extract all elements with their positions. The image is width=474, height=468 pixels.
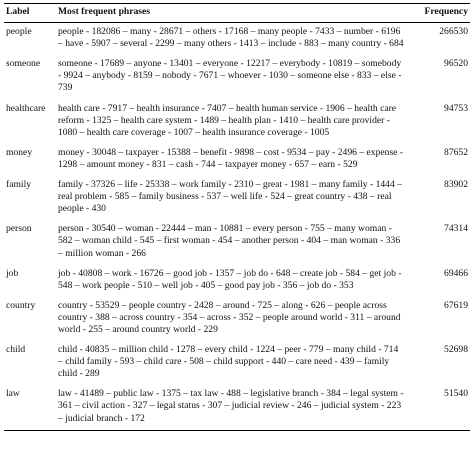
- table-row: healthcare health care - 7917 – health i…: [4, 100, 470, 144]
- row-label: family: [6, 179, 32, 191]
- row-phrases: child - 40835 – million child - 1278 – e…: [58, 344, 399, 380]
- row-phrases: job - 40808 – work - 16726 – good job - …: [58, 267, 402, 291]
- table-row: people people - 182086 – many - 28671 – …: [4, 23, 470, 56]
- row-phrases: family - 37326 – life - 25338 – work fam…: [58, 179, 402, 215]
- row-frequency: 266530: [439, 26, 468, 38]
- table-header-row: Label Most frequent phrases Frequency: [4, 3, 470, 23]
- table-row: child child - 40835 – million child - 12…: [4, 341, 470, 385]
- row-label: healthcare: [6, 102, 46, 114]
- row-phrases: people - 182086 – many - 28671 – others …: [58, 26, 404, 50]
- row-frequency: 74314: [444, 223, 468, 235]
- row-phrases: money - 30048 – taxpayer - 15388 – benef…: [58, 146, 404, 170]
- row-label: child: [6, 344, 26, 356]
- table-row: someone someone - 17689 – anyone - 13401…: [4, 55, 470, 99]
- header-label: Label: [6, 6, 30, 17]
- row-frequency: 67619: [444, 299, 468, 311]
- table-row: job job - 40808 – work - 16726 – good jo…: [4, 265, 470, 297]
- header-phrases: Most frequent phrases: [58, 6, 151, 17]
- row-frequency: 94753: [444, 102, 468, 114]
- table-row: country country - 53529 – people country…: [4, 297, 470, 341]
- row-label: people: [6, 26, 32, 38]
- row-label: someone: [6, 58, 41, 70]
- table-row: law law - 41489 – public law - 1375 – ta…: [4, 385, 470, 431]
- phrases-table: Label Most frequent phrases Frequency pe…: [4, 3, 470, 431]
- table-row: person person - 30540 – woman - 22444 – …: [4, 220, 470, 264]
- row-label: job: [6, 267, 19, 279]
- row-phrases: someone - 17689 – anyone - 13401 – every…: [58, 58, 402, 94]
- table-row: money money - 30048 – taxpayer - 15388 –…: [4, 144, 470, 176]
- row-frequency: 51540: [444, 388, 468, 400]
- table-row: family family - 37326 – life - 25338 – w…: [4, 176, 470, 220]
- row-label: money: [6, 146, 33, 158]
- row-frequency: 69466: [444, 267, 468, 279]
- row-frequency: 83902: [444, 179, 468, 191]
- table-container: Label Most frequent phrases Frequency pe…: [4, 3, 470, 431]
- row-label: person: [6, 223, 32, 235]
- header-frequency: Frequency: [424, 6, 468, 17]
- row-label: law: [6, 388, 20, 400]
- row-frequency: 96520: [444, 58, 468, 70]
- row-phrases: country - 53529 – people country - 2428 …: [58, 299, 401, 335]
- row-label: country: [6, 299, 36, 311]
- row-phrases: health care - 7917 – health insurance - …: [58, 102, 397, 138]
- row-phrases: law - 41489 – public law - 1375 – tax la…: [58, 388, 404, 424]
- row-phrases: person - 30540 – woman - 22444 – man - 1…: [58, 223, 401, 259]
- row-frequency: 52698: [444, 344, 468, 356]
- row-frequency: 87652: [444, 146, 468, 158]
